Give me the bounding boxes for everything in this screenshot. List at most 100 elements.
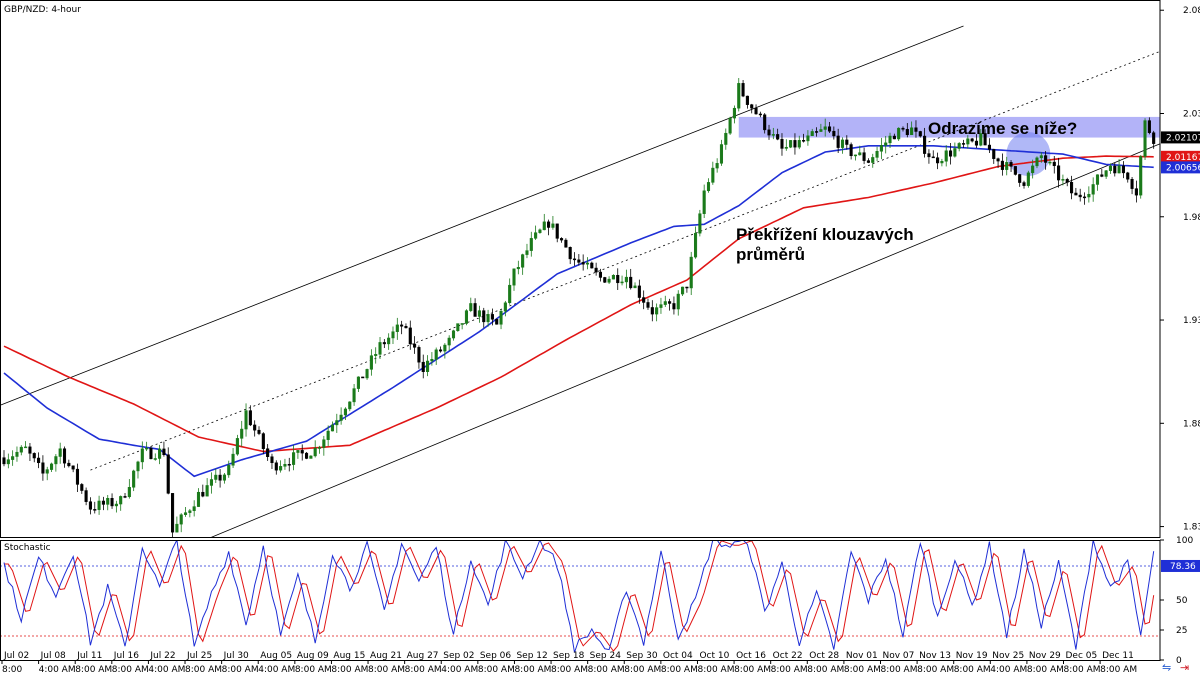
stoch-value-box xyxy=(1161,559,1200,572)
time-axis-label-time: 8:00 xyxy=(2,665,22,675)
candle xyxy=(711,161,715,185)
time-axis-label: Nov 13 xyxy=(919,651,951,661)
candle xyxy=(296,450,300,459)
candle xyxy=(802,133,806,143)
stoch-axis-label: 25 xyxy=(1176,626,1187,636)
candle xyxy=(741,80,745,98)
time-axis-label: Aug 05 xyxy=(260,651,292,661)
candle xyxy=(732,105,736,124)
candle xyxy=(447,335,451,351)
candle xyxy=(309,455,313,459)
candle xyxy=(283,458,287,470)
bottom-right-icons[interactable]: ⇋ ⇥ xyxy=(1162,661,1189,674)
candle xyxy=(542,213,546,231)
candle xyxy=(715,158,719,173)
candle xyxy=(905,123,909,138)
time-axis-label: Jul 16 xyxy=(113,651,139,661)
candle xyxy=(806,130,810,146)
candle xyxy=(335,413,339,433)
candle xyxy=(706,178,711,193)
candle xyxy=(32,452,36,463)
candle xyxy=(1048,158,1052,166)
candle xyxy=(391,326,395,344)
candle xyxy=(823,118,827,137)
stochastic-pane[interactable] xyxy=(0,540,1160,653)
time-axis-label: Aug 21 xyxy=(370,651,402,661)
candle xyxy=(400,320,404,335)
candle xyxy=(789,140,793,149)
candle xyxy=(668,298,672,311)
candle xyxy=(503,300,507,317)
trendline-channel-upper[interactable] xyxy=(0,25,964,412)
candle xyxy=(408,320,412,350)
time-axis-label: Jul 08 xyxy=(40,651,66,661)
time-axis-label-time: 8:00 AM xyxy=(75,665,112,675)
candle xyxy=(724,128,728,150)
time-axis-label-time: 8:00 AM xyxy=(551,665,588,675)
candle xyxy=(205,478,209,497)
time-axis-label-time: 4:00 AM xyxy=(990,665,1027,675)
candle xyxy=(326,425,330,447)
scroll-end-icon[interactable]: ⇥ xyxy=(1180,661,1189,674)
stoch-axis-label: 50 xyxy=(1176,596,1188,606)
time-axis-label: Aug 27 xyxy=(407,651,439,661)
candle xyxy=(451,329,456,341)
candle xyxy=(1000,153,1004,176)
candle xyxy=(793,133,797,155)
candle xyxy=(689,251,693,296)
candle xyxy=(728,116,732,135)
time-axis-label-time: 8:00 AM xyxy=(880,665,917,675)
candle xyxy=(460,323,464,330)
time-axis-label: Aug 09 xyxy=(297,651,329,661)
candle xyxy=(642,290,646,310)
candle xyxy=(413,336,417,354)
candle xyxy=(655,303,659,322)
candle xyxy=(438,346,443,353)
time-axis-label-time: 8:00 AM xyxy=(295,665,332,675)
candle xyxy=(162,441,166,457)
candle xyxy=(884,135,888,154)
candle xyxy=(987,138,991,154)
question-annotation: Odrazíme se níže? xyxy=(928,119,1077,138)
candle xyxy=(339,407,343,425)
candle xyxy=(1057,157,1061,188)
candle xyxy=(888,132,892,149)
time-axis-label-time: 8:00 AM xyxy=(954,665,991,675)
candle xyxy=(737,78,741,112)
candle xyxy=(1022,180,1026,189)
candle xyxy=(750,103,754,114)
candle xyxy=(67,459,71,468)
time-axis-label-time: 4:00 AM xyxy=(258,665,295,675)
candle xyxy=(646,298,650,310)
candle xyxy=(110,493,114,509)
candle xyxy=(529,231,533,257)
candle xyxy=(551,215,555,230)
trendline-channel-lower[interactable] xyxy=(194,28,1200,544)
candle xyxy=(936,152,940,170)
time-axis-label-time: 8:00 AM xyxy=(917,665,954,675)
candle xyxy=(404,323,408,329)
price-pane[interactable] xyxy=(0,25,1200,544)
link-icon[interactable]: ⇋ xyxy=(1162,661,1171,674)
candle xyxy=(810,128,814,137)
candle xyxy=(620,275,624,286)
candle xyxy=(330,421,335,432)
candle xyxy=(685,286,689,293)
time-axis-label-time: 4:00 AM xyxy=(148,665,185,675)
time-axis-label: Sep 18 xyxy=(553,651,585,661)
candle xyxy=(11,450,15,466)
trendline-channel-middle[interactable] xyxy=(90,30,1200,471)
candle xyxy=(1147,117,1151,135)
candle xyxy=(274,460,278,475)
time-axis-label: Jul 22 xyxy=(149,651,175,661)
time-axis-label: Jul 25 xyxy=(186,651,212,661)
candle xyxy=(577,254,581,266)
candle xyxy=(348,401,352,412)
candle xyxy=(45,466,49,481)
candle xyxy=(931,150,935,159)
time-axis-label-time: 8:00 AM xyxy=(514,665,551,675)
candle xyxy=(797,135,801,150)
candle xyxy=(1143,118,1147,161)
candle xyxy=(417,345,421,369)
candle xyxy=(957,142,961,152)
